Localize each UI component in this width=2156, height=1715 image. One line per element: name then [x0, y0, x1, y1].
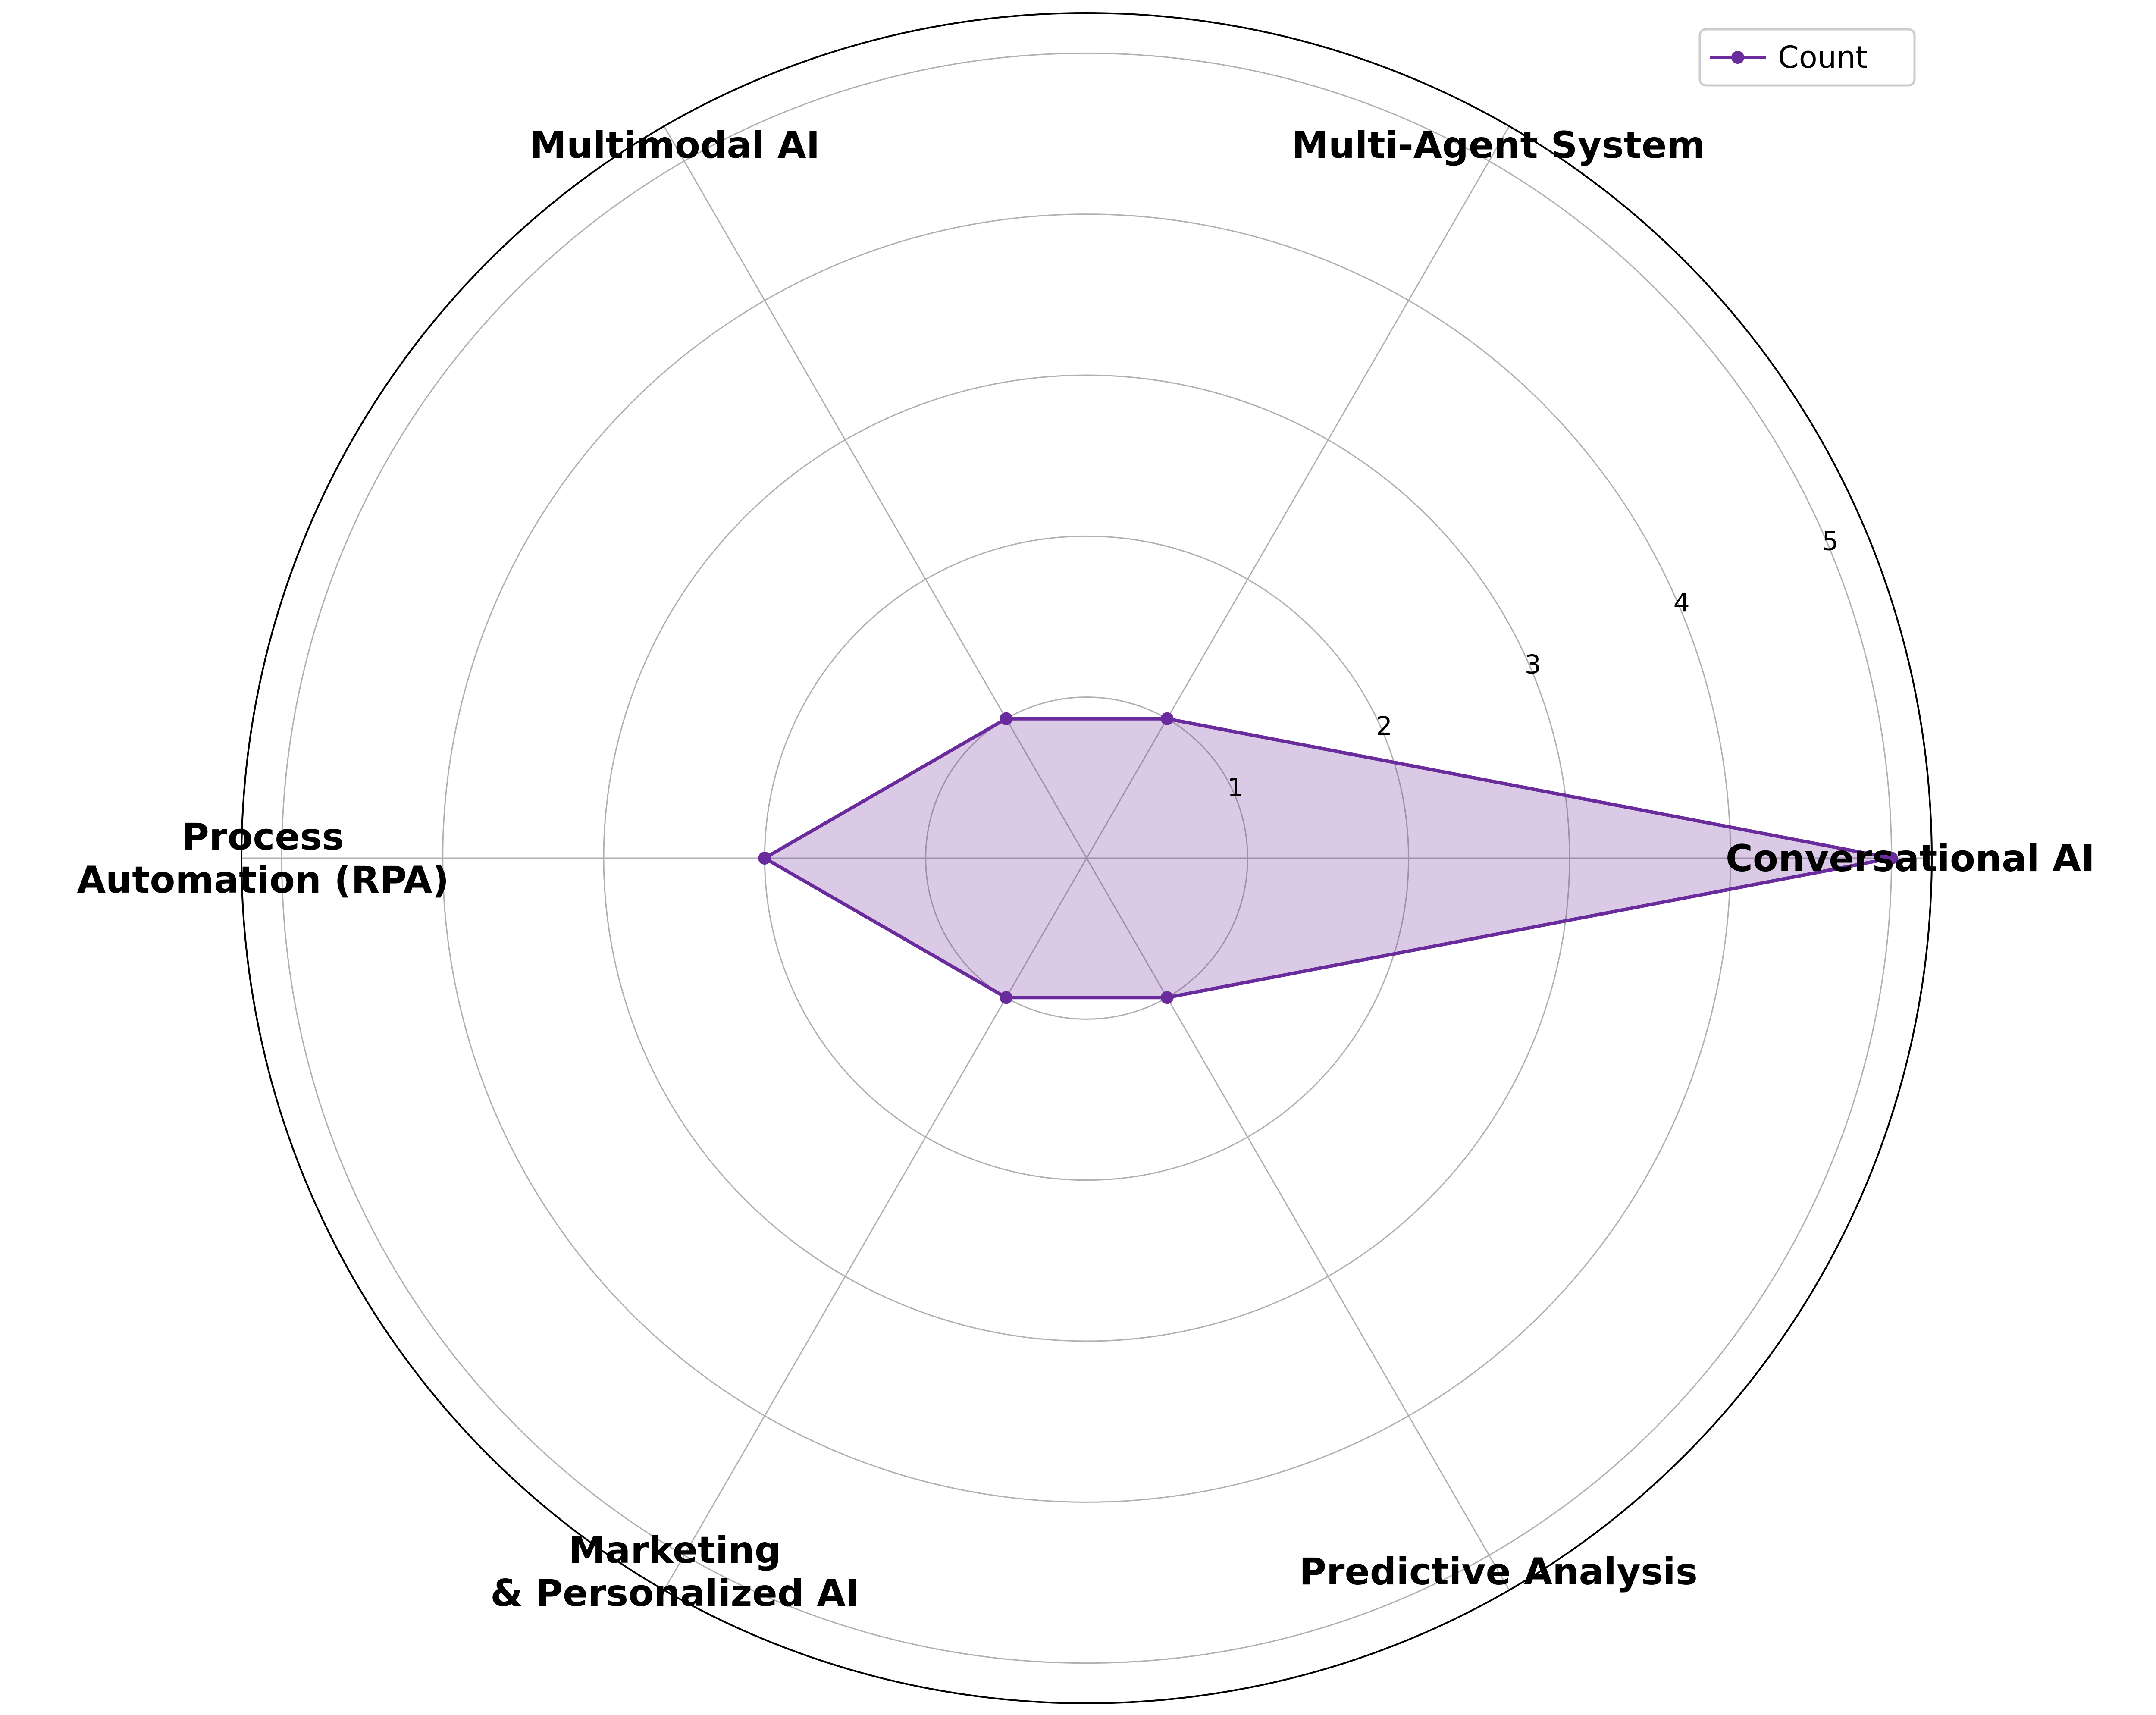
category-label-2: Multi-Agent System: [1291, 124, 1705, 167]
data-point-6: [1160, 991, 1174, 1004]
data-point-3: [1000, 712, 1013, 725]
data-point-2: [1160, 712, 1174, 725]
spoke-5: [663, 858, 1087, 1591]
category-label-6: Predictive Analysis: [1299, 1550, 1698, 1593]
legend-label: Count: [1778, 40, 1868, 75]
legend-box: [1698, 28, 1916, 87]
radial-tick-labels: 1 2 3 4 5: [1227, 527, 1839, 803]
legend: Count: [1698, 28, 1916, 87]
spoke-2: [1086, 125, 1510, 859]
spoke-6: [1086, 858, 1510, 1591]
outer-frame: [241, 12, 1933, 1704]
category-label-1: Conversational AI: [1726, 837, 2095, 880]
radial-tick-label: 2: [1376, 711, 1392, 741]
category-labels: Conversational AI Multi-Agent System Multi…: [77, 124, 2095, 1615]
radial-tick-label: 4: [1673, 588, 1690, 618]
data-point-5: [1000, 991, 1013, 1004]
grid: [241, 12, 1933, 1704]
data-point-4: [758, 852, 771, 865]
category-label-4: Process Automation (RPA): [77, 815, 449, 902]
radial-tick-label: 5: [1822, 527, 1838, 557]
radial-tick-label: 3: [1525, 649, 1541, 680]
spoke-3: [663, 125, 1087, 859]
data-point-1: [1885, 852, 1898, 865]
category-label-5: Marketing & Personalized AI: [490, 1529, 859, 1615]
radial-tick-label: 1: [1227, 773, 1244, 803]
series-layer: [758, 712, 1898, 1004]
legend-marker: [1731, 51, 1744, 64]
category-label-3: Multimodal AI: [530, 124, 820, 167]
series-area: [765, 718, 1892, 998]
